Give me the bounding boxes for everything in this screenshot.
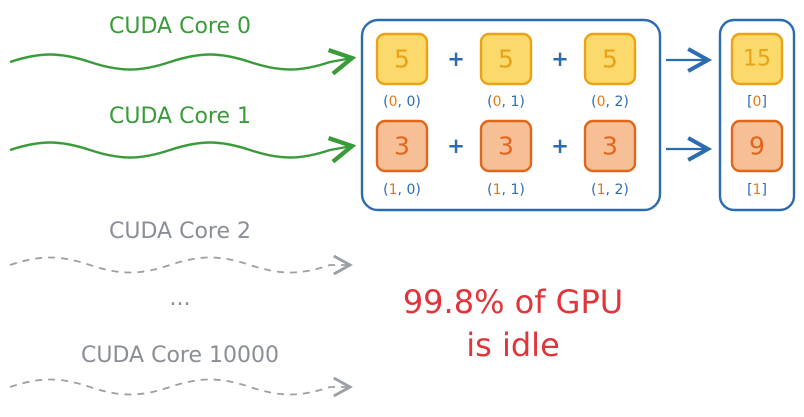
cell-1-2 bbox=[583, 119, 637, 173]
cell-0-0 bbox=[375, 32, 429, 86]
core-0-label: CUDA Core 0 bbox=[109, 14, 251, 39]
cell-1-0-index: (1, 0) bbox=[383, 182, 421, 198]
cell-1-0 bbox=[375, 119, 429, 173]
result-0-index: [0] bbox=[747, 94, 767, 110]
cell-1-1-index: (1, 1) bbox=[487, 182, 525, 198]
plus-operator: + bbox=[551, 47, 569, 71]
core-1-label: CUDA Core 1 bbox=[109, 104, 251, 129]
core-2-label: CUDA Core 2 bbox=[109, 219, 251, 244]
idle-status-line-1: 99.8% of GPU bbox=[403, 283, 623, 321]
plus-operator: + bbox=[551, 134, 569, 158]
core-2-wave-arrow bbox=[9, 254, 353, 276]
result-cell-0 bbox=[730, 32, 784, 86]
result-container bbox=[718, 18, 796, 212]
cell-0-2-index: (0, 2) bbox=[591, 94, 629, 110]
result-cell-1 bbox=[730, 119, 784, 173]
core-0-wave-arrow bbox=[9, 48, 357, 76]
cell-1-1-value: 3 bbox=[498, 132, 514, 161]
result-0-value: 15 bbox=[743, 47, 771, 72]
result-1-index: [1] bbox=[747, 182, 767, 198]
matrix-row-1: 3 + 3 + 3 (1, 0) (1, 1) (1, 2) bbox=[375, 119, 637, 198]
cell-0-1-index: (0, 1) bbox=[487, 94, 525, 110]
cell-0-0-value: 5 bbox=[394, 45, 410, 74]
cell-1-0-value: 3 bbox=[394, 132, 410, 161]
cell-0-2-value: 5 bbox=[602, 45, 618, 74]
cell-1-2-index: (1, 2) bbox=[591, 182, 629, 198]
cell-0-1-value: 5 bbox=[498, 45, 514, 74]
ellipsis-label: ... bbox=[170, 286, 191, 311]
plus-operator: + bbox=[447, 134, 465, 158]
idle-status-line-2: is idle bbox=[466, 326, 560, 364]
cell-1-1 bbox=[479, 119, 533, 173]
core-1-wave-arrow bbox=[9, 136, 357, 164]
matrix-container bbox=[360, 18, 662, 212]
core-10000-wave-arrow bbox=[9, 376, 353, 398]
matrix-row-0: 5 + 5 + 5 (0, 0) (0, 1) (0, 2) bbox=[375, 32, 637, 110]
core-10000-label: CUDA Core 10000 bbox=[81, 343, 279, 368]
plus-operator: + bbox=[447, 47, 465, 71]
result-1-value: 9 bbox=[749, 132, 765, 161]
cell-1-2-value: 3 bbox=[602, 132, 618, 161]
cell-0-0-index: (0, 0) bbox=[383, 94, 421, 110]
cell-0-1 bbox=[479, 32, 533, 86]
cell-0-2 bbox=[583, 32, 637, 86]
